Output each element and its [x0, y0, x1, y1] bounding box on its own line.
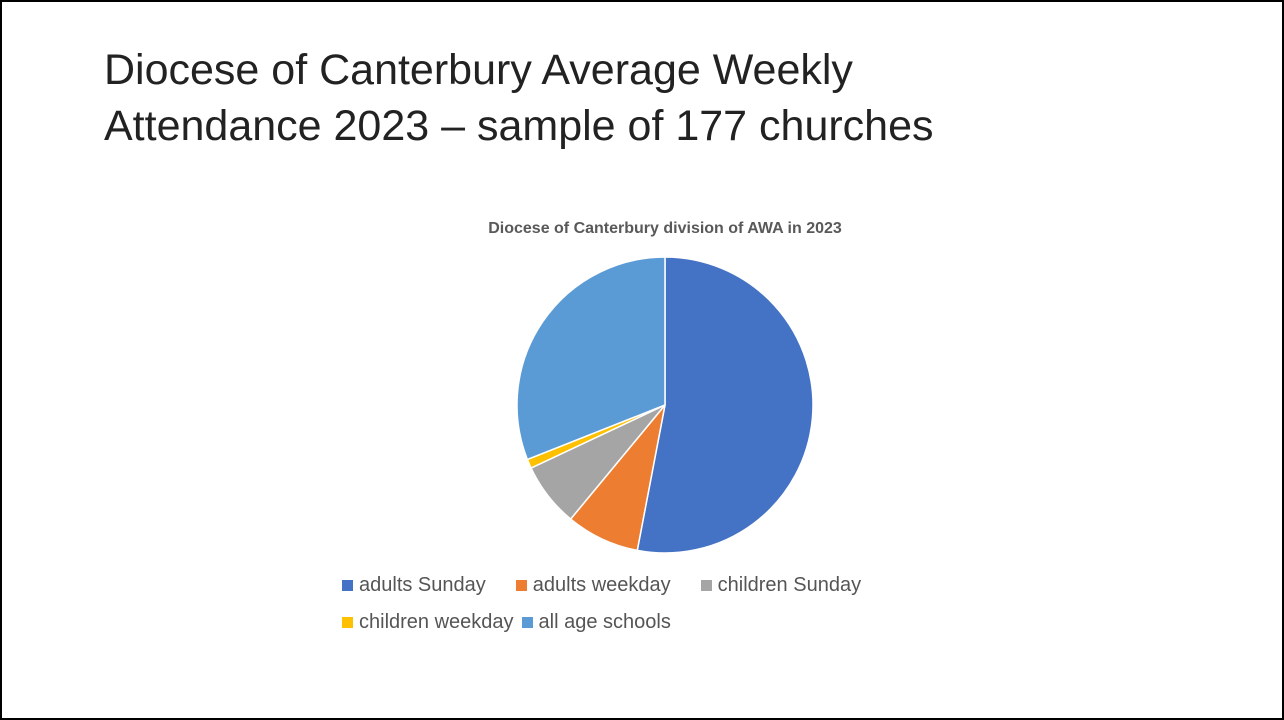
legend-swatch: [700, 580, 712, 591]
legend-swatch: [515, 580, 527, 591]
legend-label: all age schools: [538, 611, 671, 633]
slide-title: Diocese of Canterbury Average Weekly Att…: [104, 42, 934, 154]
legend: adults Sunday adults weekday children Sund…: [342, 574, 1002, 634]
legend-label: children Sunday: [717, 574, 862, 596]
legend-item: all age schools: [521, 611, 671, 634]
legend-label: children weekday: [359, 611, 514, 633]
legend-item: children Sunday: [700, 574, 862, 597]
legend-item: adults weekday: [515, 574, 671, 597]
title-line: Attendance 2023 – sample of 177 churches: [104, 102, 934, 150]
legend-item: children weekday: [342, 611, 514, 634]
legend-label: adults Sunday: [359, 574, 486, 596]
legend-label: adults weekday: [532, 574, 671, 596]
title-line: Diocese of Canterbury Average Weekly: [104, 46, 853, 94]
chart-title: Diocese of Canterbury division of AWA in…: [488, 220, 842, 237]
legend-swatch: [342, 617, 353, 628]
legend-swatch: [521, 617, 533, 628]
pie-slice: [516, 256, 666, 461]
pie-slice: [636, 256, 814, 554]
legend-item: adults Sunday: [342, 574, 486, 597]
legend-swatch: [342, 580, 353, 591]
